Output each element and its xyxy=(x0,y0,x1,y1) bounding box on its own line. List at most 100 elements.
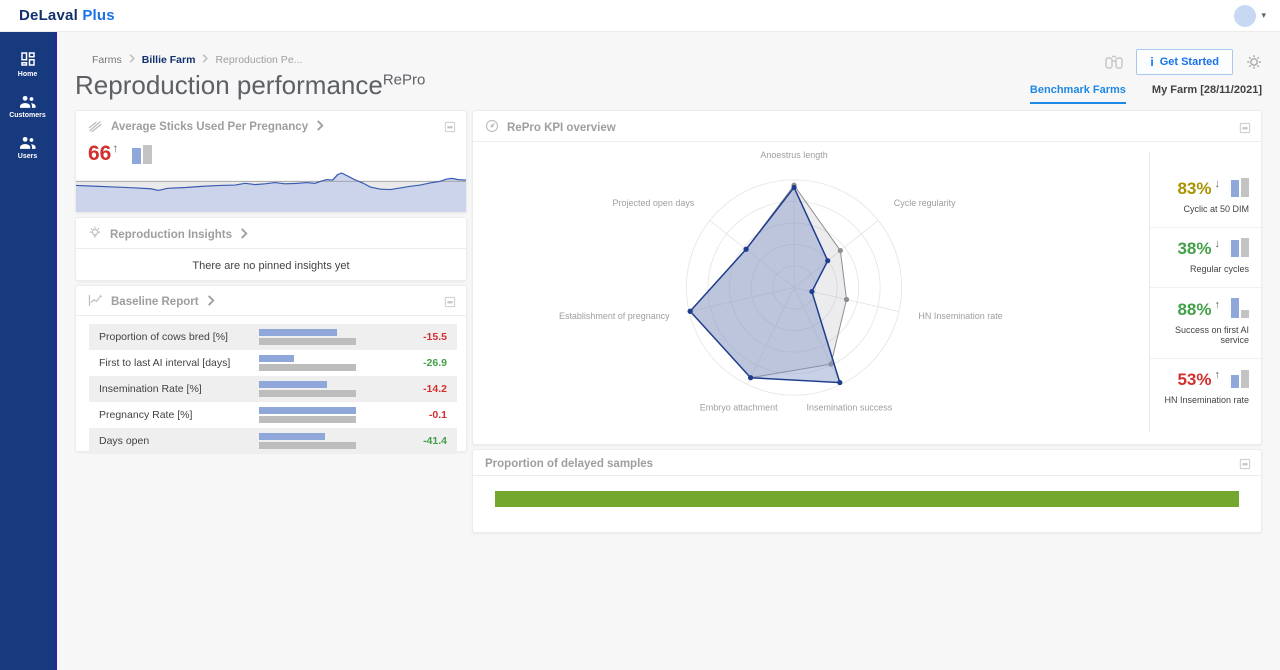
people-icon xyxy=(18,135,37,150)
breadcrumb: Farms Billie Farm Reproduction Pe... xyxy=(92,54,302,66)
kpi-item: 83% ↓ Cyclic at 50 DIM xyxy=(1150,168,1261,228)
benchmark-bar xyxy=(259,442,356,449)
radar-axis-label: Cycle regularity xyxy=(894,198,956,208)
sidebar-item-users[interactable]: Users xyxy=(0,127,55,168)
radar-chart: Anoestrus length Cycle regularity HN Insem… xyxy=(473,142,1149,444)
row-value: -41.4 xyxy=(423,435,447,447)
gear-icon[interactable] xyxy=(1246,54,1262,70)
table-row[interactable]: Days open -41.4 xyxy=(89,428,457,454)
kpi-value: 53% xyxy=(1177,370,1212,389)
benchmark-bar xyxy=(143,145,153,164)
baseline-table: Proportion of cows bred [%] -15.5 First to… xyxy=(89,324,457,454)
info-icon: i xyxy=(1150,55,1154,69)
table-row[interactable]: First to last AI interval [days] -26.9 xyxy=(89,350,457,376)
sidebar-item-label: Customers xyxy=(9,112,46,119)
logo-accent: Plus xyxy=(82,7,115,24)
app-logo[interactable]: DeLaval Plus xyxy=(19,7,115,24)
card-collapse-icon[interactable] xyxy=(1239,122,1251,134)
sidebar-item-home[interactable]: Home xyxy=(0,42,55,86)
tab-bar: Benchmark Farms My Farm [28/11/2021] xyxy=(1029,84,1262,104)
tab-benchmark-farms[interactable]: Benchmark Farms xyxy=(1029,84,1126,104)
page-title: Reproduction performanceRePro xyxy=(75,70,426,100)
card-kpi-overview: RePro KPI overview Anoestrus length Cycle… xyxy=(472,110,1262,445)
card-reproduction-insights: Reproduction Insights There are no pinne… xyxy=(75,217,467,281)
card-title: Proportion of delayed samples xyxy=(485,458,654,470)
kpi-minibar-pair xyxy=(1231,238,1249,257)
radar-axis-label: Anoestrus length xyxy=(760,150,827,160)
kpi-value-row: 83% ↓ xyxy=(1162,178,1249,197)
topbar: DeLaval Plus ▾ xyxy=(0,0,1280,32)
chevron-right-icon[interactable] xyxy=(240,227,248,242)
chevron-right-icon[interactable] xyxy=(316,120,324,134)
sidebar-item-label: Users xyxy=(17,153,38,160)
card-collapse-icon[interactable] xyxy=(1239,458,1251,470)
sticks-icon xyxy=(88,119,103,135)
avatar[interactable] xyxy=(1234,4,1257,27)
row-bar-pair xyxy=(259,329,356,345)
radar-axis-label: Embryo attachment xyxy=(700,402,778,412)
chevron-down-icon[interactable]: ▾ xyxy=(1261,10,1266,20)
card-title: Reproduction Insights xyxy=(110,228,233,241)
kpi-minibar-pair xyxy=(1231,178,1249,197)
radar-axis-label: Projected open days xyxy=(613,198,695,208)
breadcrumb-item: Reproduction Pe... xyxy=(215,54,303,66)
people-icon xyxy=(18,94,37,109)
row-value: -14.2 xyxy=(423,383,447,395)
chart-icon xyxy=(88,294,103,310)
card-average-sticks: Average Sticks Used Per Pregnancy 66 ↑ xyxy=(75,110,467,213)
benchmark-bar xyxy=(259,364,356,371)
trend-down-icon: ↓ xyxy=(1214,178,1221,190)
card-collapse-icon[interactable] xyxy=(444,121,456,133)
table-row[interactable]: Proportion of cows bred [%] -15.5 xyxy=(89,324,457,350)
farm-bar xyxy=(1231,298,1239,318)
kpi-item: 53% ↑ HN Insemination rate xyxy=(1150,359,1261,418)
farm-bar xyxy=(132,148,142,164)
kpi-value-row: 53% ↑ xyxy=(1162,369,1249,388)
no-insights-message: There are no pinned insights yet xyxy=(192,260,350,272)
row-bar-pair xyxy=(259,381,356,397)
sidebar-item-label: Home xyxy=(17,71,38,78)
kpi-minibar-pair xyxy=(1231,298,1249,318)
breadcrumb-item[interactable]: Farms xyxy=(92,54,122,66)
trend-up-icon: ↑ xyxy=(1214,299,1221,311)
header-actions: i Get Started xyxy=(1105,49,1262,75)
delayed-samples-bar xyxy=(495,491,1239,507)
sidebar-item-customers[interactable]: Customers xyxy=(0,86,55,127)
binoculars-icon[interactable] xyxy=(1105,55,1124,69)
get-started-button[interactable]: i Get Started xyxy=(1136,49,1233,75)
row-label: Pregnancy Rate [%] xyxy=(99,409,193,421)
card-collapse-icon[interactable] xyxy=(444,296,456,308)
card-baseline-report: Baseline Report Proportion of cows bred … xyxy=(75,285,467,454)
breadcrumb-separator-icon xyxy=(202,54,209,66)
benchmark-bar xyxy=(1241,178,1249,197)
benchmark-bar xyxy=(259,338,356,345)
farm-bar xyxy=(259,381,327,388)
card-delayed-samples: Proportion of delayed samples xyxy=(472,449,1262,533)
gauge-icon xyxy=(485,119,499,136)
row-label: Days open xyxy=(99,435,150,447)
card-title: Baseline Report xyxy=(111,296,199,308)
breadcrumb-item[interactable]: Billie Farm xyxy=(141,54,196,66)
benchmark-bar xyxy=(259,416,356,423)
farm-bar xyxy=(1231,375,1239,388)
row-bar-pair xyxy=(259,355,356,371)
farm-bar xyxy=(259,355,294,362)
dashboard-icon xyxy=(19,50,37,68)
logo-primary: DeLaval xyxy=(19,7,78,24)
tab-my-farm-28-11-2021-[interactable]: My Farm [28/11/2021] xyxy=(1151,84,1262,96)
benchmark-bar xyxy=(1241,238,1249,257)
trend-up-icon: ↑ xyxy=(112,141,119,155)
sticks-value: 66 xyxy=(88,142,112,165)
card-title: RePro KPI overview xyxy=(507,121,616,134)
kpi-minibar-pair xyxy=(1231,370,1249,388)
benchmark-bar xyxy=(259,390,356,397)
kpi-panel: 83% ↓ Cyclic at 50 DIM 38% ↓ Regular cycles 88… xyxy=(1149,152,1261,432)
row-value: -0.1 xyxy=(428,409,447,421)
farm-bar xyxy=(259,433,325,440)
trend-up-icon: ↑ xyxy=(1214,369,1221,381)
chevron-right-icon[interactable] xyxy=(207,295,215,309)
kpi-item: 88% ↑ Success on first AI service xyxy=(1150,288,1261,359)
breadcrumb-separator-icon xyxy=(129,54,135,66)
table-row[interactable]: Pregnancy Rate [%] -0.1 xyxy=(89,402,457,428)
table-row[interactable]: Insemination Rate [%] -14.2 xyxy=(89,376,457,402)
